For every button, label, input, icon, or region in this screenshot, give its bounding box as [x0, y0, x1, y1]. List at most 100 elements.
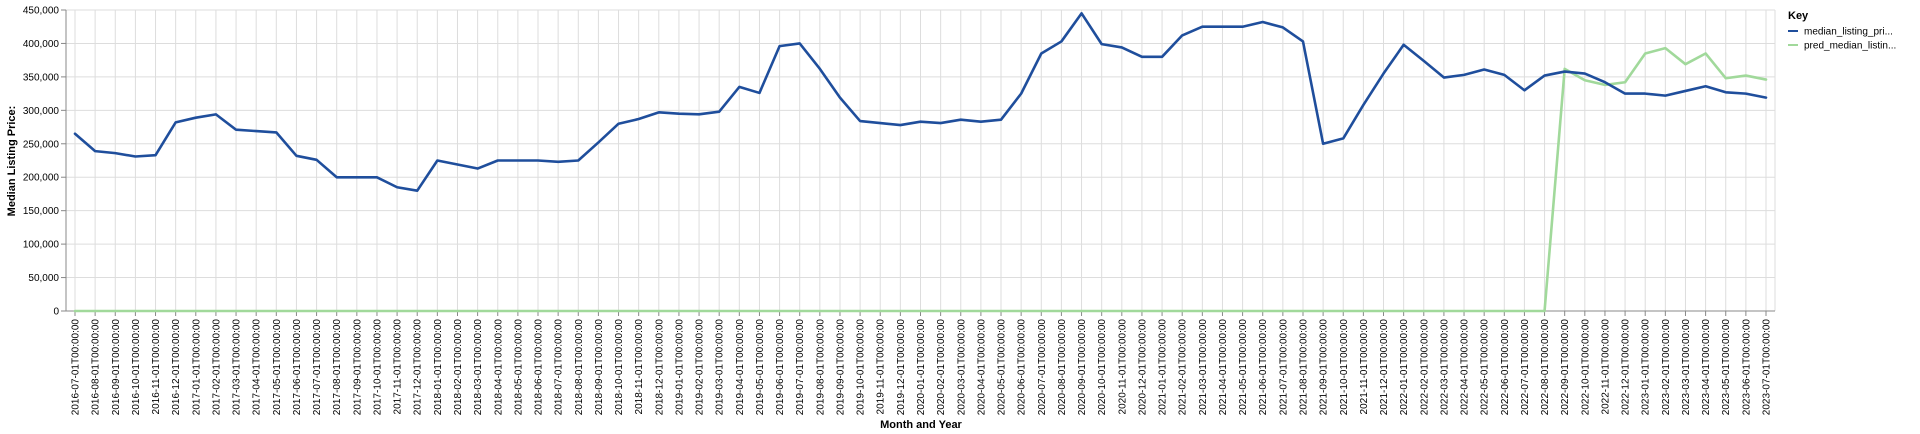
x-tick-label: 2021-06-01T00:00:00	[1258, 319, 1269, 416]
x-tick-label: 2023-04-01T00:00:00	[1701, 319, 1712, 416]
x-tick-label: 2023-01-01T00:00:00	[1641, 319, 1652, 416]
x-tick-label: 2017-06-01T00:00:00	[292, 319, 303, 416]
x-tick-label: 2018-10-01T00:00:00	[614, 319, 625, 416]
y-axis-title: Median Listing Price:	[6, 106, 18, 217]
y-tick-label: 250,000	[23, 139, 60, 150]
x-tick-label: 2018-04-01T00:00:00	[493, 319, 504, 416]
x-axis-title: Month and Year	[880, 419, 962, 431]
x-tick-label: 2022-03-01T00:00:00	[1439, 319, 1450, 416]
series-line-0	[73, 12, 1768, 192]
x-tick-label: 2021-09-01T00:00:00	[1319, 319, 1330, 416]
x-tick-label: 2023-02-01T00:00:00	[1661, 319, 1672, 416]
x-tick-label: 2020-12-01T00:00:00	[1137, 319, 1148, 416]
x-tick-label: 2017-01-01T00:00:00	[191, 319, 202, 416]
legend-title: Key	[1788, 10, 1809, 22]
x-tick-label: 2022-09-01T00:00:00	[1560, 319, 1571, 416]
x-tick-label: 2022-01-01T00:00:00	[1399, 319, 1410, 416]
axes: 0 50,000 100,000 150,000 200,000 250,000 300,0…	[23, 6, 1775, 416]
x-tick-label: 2018-09-01T00:00:00	[594, 319, 605, 416]
x-tick-label: 2019-11-01T00:00:00	[876, 319, 887, 415]
x-tick-label: 2023-03-01T00:00:00	[1681, 319, 1692, 416]
x-tick-label: 2022-06-01T00:00:00	[1500, 319, 1511, 416]
y-tick-label: 450,000	[23, 6, 60, 17]
x-tick-label: 2018-05-01T00:00:00	[513, 319, 524, 416]
x-tick-label: 2017-10-01T00:00:00	[372, 319, 383, 416]
x-tick-label: 2022-05-01T00:00:00	[1480, 319, 1491, 416]
x-tick-label: 2023-07-01T00:00:00	[1762, 319, 1773, 416]
x-tick-label: 2021-03-01T00:00:00	[1198, 319, 1209, 416]
x-tick-label: 2017-04-01T00:00:00	[252, 319, 263, 416]
x-tick-label: 2023-06-01T00:00:00	[1741, 319, 1752, 416]
x-tick-label: 2023-05-01T00:00:00	[1721, 319, 1732, 416]
x-tick-label: 2020-01-01T00:00:00	[916, 319, 927, 416]
y-tick-label: 100,000	[23, 240, 60, 251]
x-tick-label: 2016-08-01T00:00:00	[91, 319, 102, 416]
x-tick-label: 2019-02-01T00:00:00	[695, 319, 706, 416]
x-tick-label: 2018-02-01T00:00:00	[453, 319, 464, 416]
x-tick-label: 2017-07-01T00:00:00	[312, 319, 323, 416]
series-line-1	[73, 46, 1768, 313]
x-tick-label: 2021-05-01T00:00:00	[1238, 319, 1249, 416]
x-tick-label: 2016-12-01T00:00:00	[171, 319, 182, 416]
y-tick-label: 350,000	[23, 72, 60, 83]
x-tick-label: 2020-08-01T00:00:00	[1057, 319, 1068, 416]
x-tick-label: 2019-10-01T00:00:00	[856, 319, 867, 416]
x-tick-label: 2019-08-01T00:00:00	[815, 319, 826, 416]
x-tick-label: 2018-07-01T00:00:00	[554, 319, 565, 416]
x-tick-label: 2020-06-01T00:00:00	[1017, 319, 1028, 416]
x-tick-label: 2017-11-01T00:00:00	[393, 319, 404, 415]
x-tick-label: 2022-12-01T00:00:00	[1621, 319, 1632, 416]
x-tick-label: 2022-10-01T00:00:00	[1580, 319, 1591, 416]
x-tick-label: 2018-08-01T00:00:00	[574, 319, 585, 416]
y-tick-label: 200,000	[23, 173, 60, 184]
x-tick-label: 2017-03-01T00:00:00	[232, 319, 243, 416]
x-tick-label: 2019-06-01T00:00:00	[775, 319, 786, 416]
legend-items: median_listing_pri... pred_median_listin.…	[1788, 27, 1896, 52]
y-tick-label: 0	[53, 307, 59, 318]
x-tick-label: 2016-07-01T00:00:00	[71, 319, 82, 416]
x-tick-label: 2016-09-01T00:00:00	[111, 319, 122, 416]
x-tick-label: 2020-07-01T00:00:00	[1037, 319, 1048, 416]
legend-label: pred_median_listin...	[1804, 41, 1896, 52]
legend: Key median_listing_pri... pred_median_lis…	[1788, 10, 1896, 52]
series-lines	[73, 12, 1768, 313]
x-tick-label: 2022-11-01T00:00:00	[1600, 319, 1611, 415]
x-tick-label: 2020-02-01T00:00:00	[936, 319, 947, 416]
grid	[66, 9, 1776, 312]
x-tick-label: 2021-10-01T00:00:00	[1339, 319, 1350, 416]
x-tick-label: 2018-03-01T00:00:00	[473, 319, 484, 416]
x-tick-label: 2020-11-01T00:00:00	[1117, 319, 1128, 415]
x-tick-label: 2017-09-01T00:00:00	[352, 319, 363, 416]
x-tick-label: 2022-02-01T00:00:00	[1419, 319, 1430, 416]
x-tick-label: 2018-12-01T00:00:00	[654, 319, 665, 416]
x-tick-label: 2021-02-01T00:00:00	[1178, 319, 1189, 416]
x-tick-label: 2018-11-01T00:00:00	[634, 319, 645, 415]
x-tick-label: 2022-04-01T00:00:00	[1460, 319, 1471, 416]
x-tick-label: 2017-08-01T00:00:00	[332, 319, 343, 416]
x-tick-label: 2021-11-01T00:00:00	[1359, 319, 1370, 415]
x-tick-label: 2022-07-01T00:00:00	[1520, 319, 1531, 416]
x-tick-label: 2019-09-01T00:00:00	[835, 319, 846, 416]
x-tick-label: 2021-07-01T00:00:00	[1278, 319, 1289, 416]
y-tick-label: 300,000	[23, 106, 60, 117]
x-tick-label: 2021-12-01T00:00:00	[1379, 319, 1390, 416]
x-tick-label: 2016-11-01T00:00:00	[151, 319, 162, 415]
x-tick-label: 2020-10-01T00:00:00	[1097, 319, 1108, 416]
x-tick-label: 2019-12-01T00:00:00	[896, 319, 907, 416]
x-tick-label: 2016-10-01T00:00:00	[131, 319, 142, 416]
x-tick-label: 2018-06-01T00:00:00	[534, 319, 545, 416]
y-tick-label: 400,000	[23, 39, 60, 50]
x-tick-label: 2019-05-01T00:00:00	[755, 319, 766, 416]
x-tick-label: 2021-04-01T00:00:00	[1218, 319, 1229, 416]
y-tick-label: 50,000	[28, 273, 59, 284]
y-tick-label: 150,000	[23, 206, 60, 217]
x-tick-label: 2021-01-01T00:00:00	[1158, 319, 1169, 416]
x-tick-label: 2019-07-01T00:00:00	[795, 319, 806, 416]
x-tick-label: 2020-09-01T00:00:00	[1077, 319, 1088, 416]
x-tick-label: 2022-08-01T00:00:00	[1540, 319, 1551, 416]
x-tick-label: 2017-05-01T00:00:00	[272, 319, 283, 416]
x-tick-label: 2020-05-01T00:00:00	[997, 319, 1008, 416]
x-tick-label: 2019-03-01T00:00:00	[715, 319, 726, 416]
legend-label: median_listing_pri...	[1804, 27, 1893, 38]
x-tick-label: 2017-02-01T00:00:00	[211, 319, 222, 416]
